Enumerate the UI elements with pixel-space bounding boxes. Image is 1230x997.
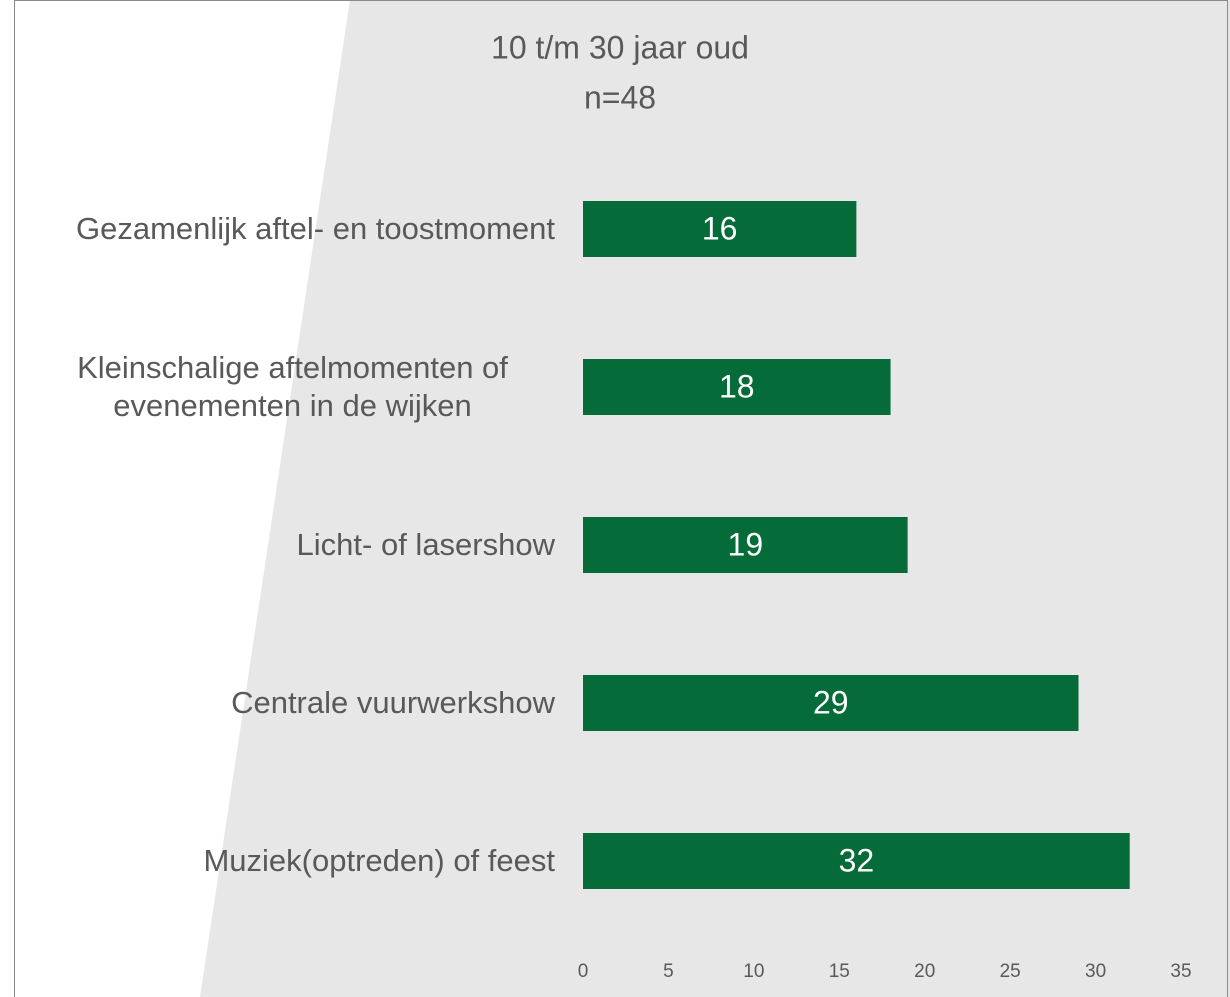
x-tick-label: 0 <box>578 961 589 982</box>
category-text: Licht- of lasershow <box>296 527 555 562</box>
y-tick-label: Kleinschalige aftelmomenten of evenement… <box>20 327 555 447</box>
x-tick-label: 5 <box>663 961 674 982</box>
bar <box>583 201 857 257</box>
value-label: 16 <box>702 210 738 246</box>
y-tick-label: Centrale vuurwerkshow <box>20 643 555 763</box>
category-text: Muziek(optreden) of feest <box>203 843 555 878</box>
x-tick-label: 15 <box>829 961 850 982</box>
x-tick-label: 35 <box>1170 961 1191 982</box>
value-label: 32 <box>839 842 875 878</box>
x-tick-label: 25 <box>1000 961 1021 982</box>
chart-subtitle: n=48 <box>584 79 656 115</box>
category-text: Kleinschalige aftelmomenten of evenement… <box>77 350 508 423</box>
y-tick-label: Gezamenlijk aftel- en toostmoment <box>20 169 555 289</box>
bar <box>583 359 891 415</box>
y-tick-label: Muziek(optreden) of feest <box>20 801 555 921</box>
bar <box>583 833 1130 889</box>
value-label: 18 <box>719 368 755 404</box>
bar <box>583 517 908 573</box>
background-shape <box>200 0 1230 997</box>
chart-title: 10 t/m 30 jaar oud <box>491 29 749 65</box>
bar <box>583 675 1079 731</box>
y-tick-label: Licht- of lasershow <box>20 485 555 605</box>
category-text: Gezamenlijk aftel- en toostmoment <box>76 211 555 246</box>
category-text: Centrale vuurwerkshow <box>231 685 555 720</box>
x-tick-label: 30 <box>1085 961 1106 982</box>
value-label: 29 <box>813 684 849 720</box>
x-tick-label: 20 <box>914 961 935 982</box>
value-label: 19 <box>728 526 764 562</box>
x-tick-label: 10 <box>743 961 764 982</box>
frame <box>14 0 1228 997</box>
